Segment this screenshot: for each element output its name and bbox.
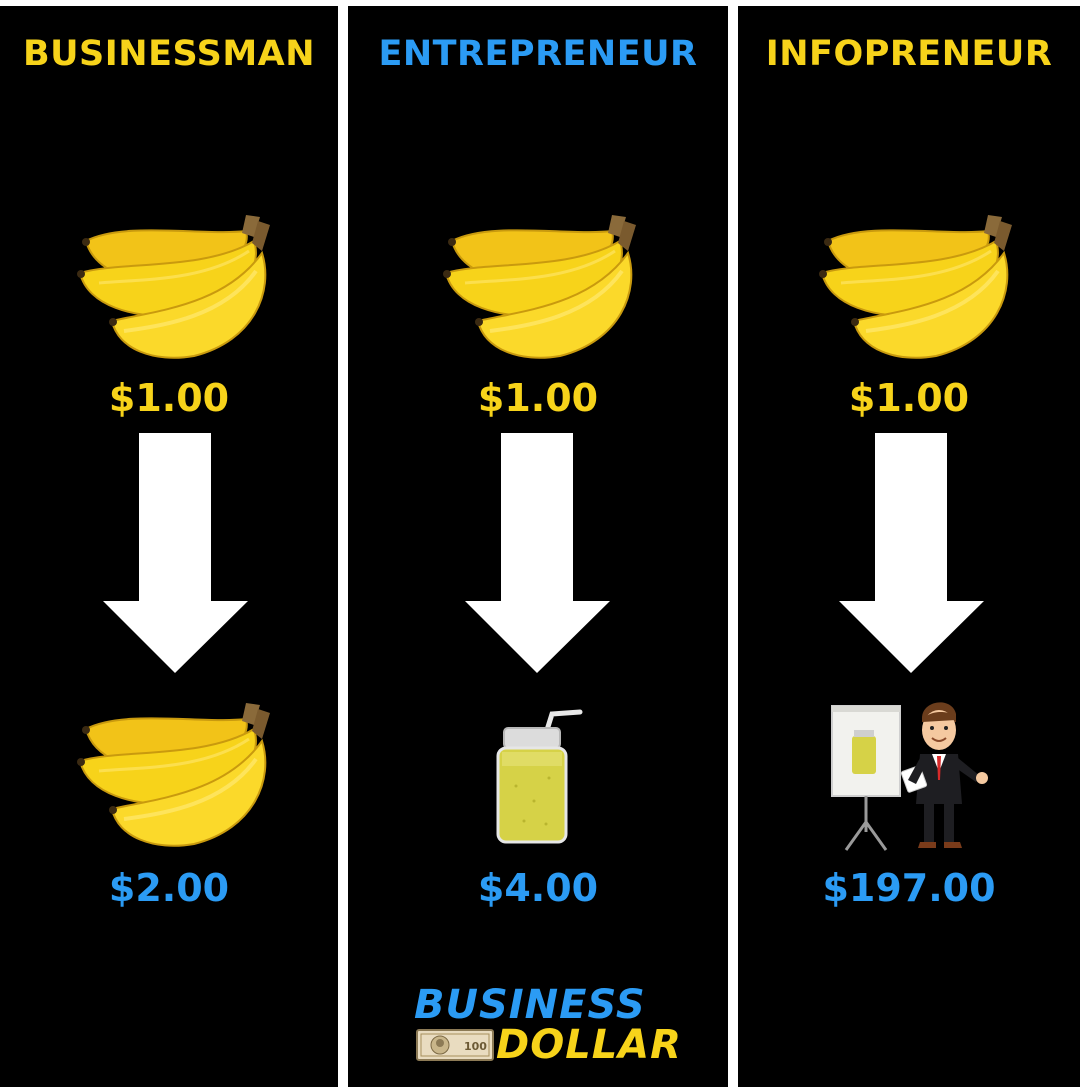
price-start: $1.00 [108, 376, 230, 420]
banana-bunch-icon [816, 211, 1016, 361]
logo-word-dollar: DOLLAR [496, 1022, 682, 1068]
logo-word-business: BUSINESS [414, 982, 646, 1028]
column-title: ENTREPRENEUR [378, 34, 698, 74]
down-arrow-icon [101, 431, 251, 676]
dollar-bill-icon: 100 [416, 1029, 494, 1061]
price-start: $1.00 [848, 376, 970, 420]
price-end: $197.00 [822, 866, 996, 910]
business-dollar-logo: BUSINESS 100 DOLLAR [412, 982, 682, 1068]
banana-bunch-icon [440, 211, 640, 361]
column-title: BUSINESSMAN [22, 34, 316, 74]
price-end: $4.00 [477, 866, 599, 910]
svg-text:100: 100 [464, 1040, 487, 1053]
column-businessman: BUSINESSMAN $1.00 $2.00 [0, 6, 338, 1087]
presenter-with-flipchart-icon [831, 702, 988, 851]
column-entrepreneur: ENTREPRENEUR $1.00 $4.00 [348, 6, 728, 1087]
smoothie-jar-icon [496, 709, 583, 844]
column-infopreneur: INFOPRENEUR $1.00 $197.00 [738, 6, 1080, 1087]
price-start: $1.00 [477, 376, 599, 420]
down-arrow-icon [837, 431, 987, 676]
price-end: $2.00 [108, 866, 230, 910]
column-title: INFOPRENEUR [765, 34, 1053, 74]
banana-bunch-icon [74, 211, 274, 361]
banana-bunch-icon [74, 699, 274, 849]
down-arrow-icon [463, 431, 613, 676]
